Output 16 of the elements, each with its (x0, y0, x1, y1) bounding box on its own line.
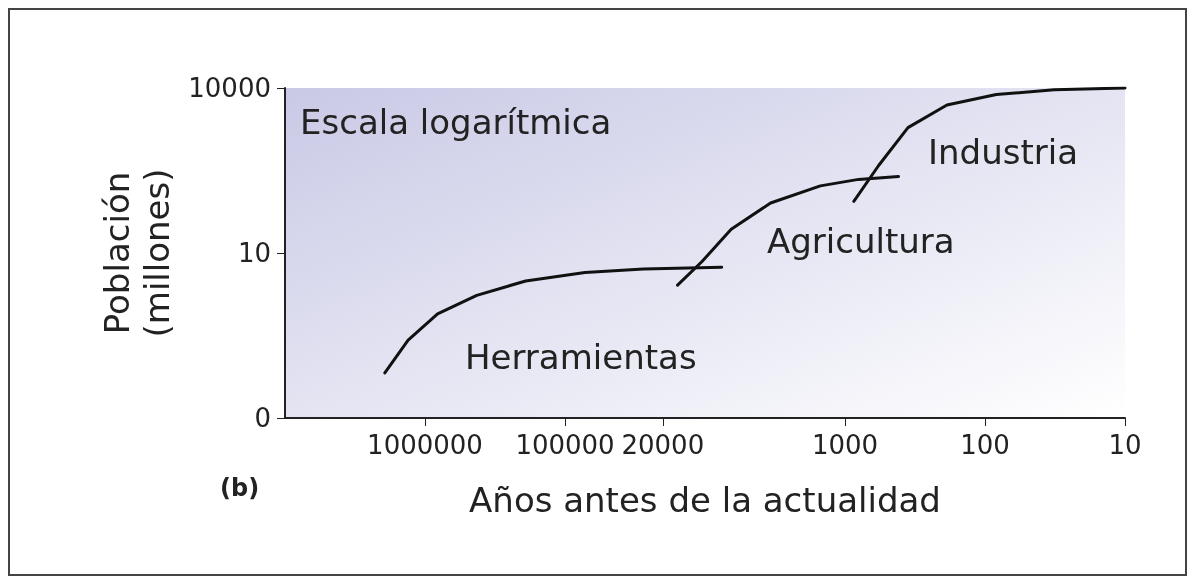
x-tick-label: 1000 (811, 430, 879, 460)
y-tick-label: 0 (254, 403, 271, 433)
y-axis-title: Población (millones) (97, 168, 178, 338)
annotation: Agricultura (767, 221, 955, 261)
annotation: Herramientas (465, 337, 697, 377)
x-tick-label: 20000 (621, 430, 705, 460)
text: (b) (220, 474, 260, 502)
x-tick-label: 1000000 (367, 430, 483, 460)
x-tick-label: 10 (1108, 430, 1142, 460)
y-tick-label: 10 (237, 238, 271, 268)
x-tick-label: 100 (960, 430, 1010, 460)
x-tick-label: 100000 (515, 430, 615, 460)
y-tick-label: 10000 (188, 73, 271, 103)
annotation: Escala logarítmica (300, 102, 612, 142)
x-axis-title: Años antes de la actualidad (469, 480, 941, 520)
annotation: Industria (928, 132, 1079, 172)
